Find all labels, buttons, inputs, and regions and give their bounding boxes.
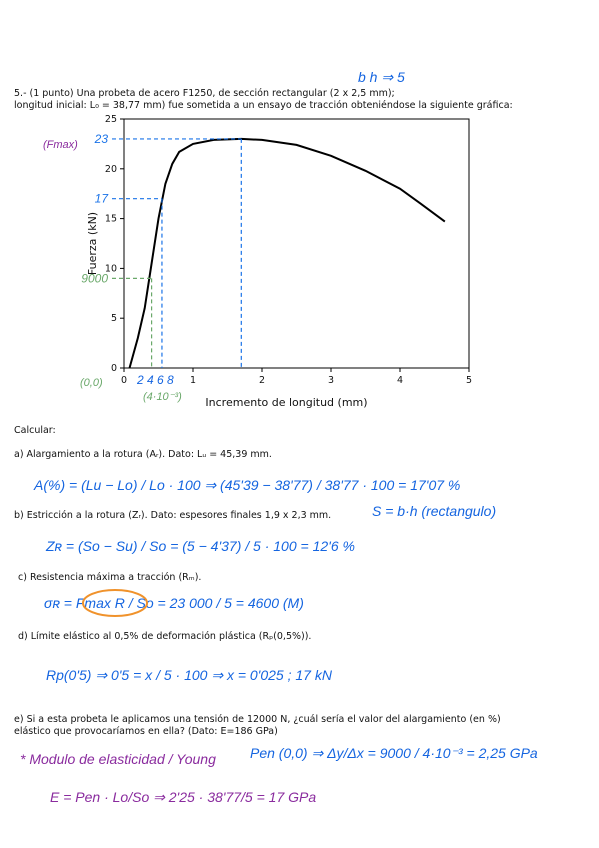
question: b) Estricción a la rotura (Zᵣ). Dato: es… [14,510,331,521]
question: elástico que provocaríamos en ella? (Dat… [14,726,278,737]
y-tick-label: 20 [105,164,117,175]
work: Pen (0,0) ⇒ Δy/Δx = 9000 / 4·10⁻³ = 2,25… [250,745,538,761]
handwritten-note: 2 4 6 8 [136,373,174,387]
handwritten-note: b h ⇒ 5 [358,69,405,85]
y-tick-label: 25 [105,114,117,125]
handwritten-note: (0,0) [80,377,103,389]
question: d) Límite elástico al 0,5% de deformació… [18,631,311,642]
handwritten-note: (4·10⁻³) [143,391,182,403]
work: S = b·h (rectangulo) [372,503,496,519]
problem-line: longitud inicial: L₀ = 38,77 mm) fue som… [14,100,513,111]
x-tick-label: 3 [328,375,334,386]
problem-line: 5.- (1 punto) Una probeta de acero F1250… [14,88,395,99]
guide-label: 9000 [81,271,108,285]
work: * Modulo de elasticidad / Young [20,751,216,767]
y-tick-label: 5 [111,313,117,324]
y-tick-label: 15 [105,214,117,225]
handwritten-note: (Fmax) [43,139,78,151]
guide-label: 23 [94,132,109,146]
question: c) Resistencia máxima a tracción (Rₘ). [18,572,201,583]
guide-label: 17 [95,192,110,206]
x-tick-label: 5 [466,375,472,386]
intro: Calcular: [14,425,56,436]
y-tick-label: 10 [105,263,117,274]
work: σʀ = Fmax R / So = 23 000 / 5 = 4600 (M) [44,595,304,611]
work: Rp(0'5) ⇒ 0'5 = x / 5 · 100 ⇒ x = 0'025 … [46,667,333,683]
curve [128,137,446,369]
y-axis-label: Fuerza (kN) [86,212,99,275]
x-tick-label: 2 [259,375,265,386]
x-tick-label: 1 [190,375,196,386]
x-axis-label: Incremento de longitud (mm) [205,396,367,409]
question: a) Alargamiento a la rotura (Aᵣ). Dato: … [14,449,272,460]
work: A(%) = (Lu − Lo) / Lo · 100 ⇒ (45'39 − 3… [33,477,460,493]
work: E = Pen · Lo/So ⇒ 2'25 · 38'77/5 = 17 GP… [50,789,316,805]
highlight [82,589,148,617]
work: Zʀ = (So − Su) / So = (5 − 4'37) / 5 · 1… [45,538,355,554]
question: e) Si a esta probeta le aplicamos una te… [14,714,501,725]
y-tick-label: 0 [111,363,117,374]
x-tick-label: 4 [397,375,403,386]
plot-frame [123,118,470,369]
x-tick-label: 0 [121,375,127,386]
